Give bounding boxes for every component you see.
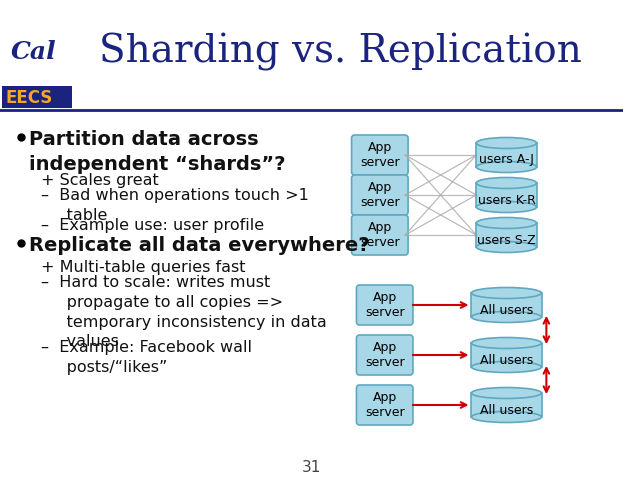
FancyBboxPatch shape [2, 86, 72, 108]
FancyBboxPatch shape [356, 385, 413, 425]
Text: App
server: App server [365, 391, 404, 420]
FancyBboxPatch shape [351, 215, 408, 255]
Text: Partition data across
independent “shards”?: Partition data across independent “shard… [29, 130, 285, 174]
FancyBboxPatch shape [356, 285, 413, 325]
Ellipse shape [476, 178, 536, 189]
Text: EECS: EECS [6, 89, 53, 107]
Ellipse shape [476, 137, 536, 148]
Text: App
server: App server [360, 180, 399, 209]
Text: All users: All users [480, 303, 533, 316]
Text: App
server: App server [360, 220, 399, 250]
Ellipse shape [472, 288, 541, 299]
Text: Sharding vs. Replication: Sharding vs. Replication [99, 33, 582, 71]
Ellipse shape [472, 361, 541, 372]
Text: Cal: Cal [12, 40, 57, 64]
Text: All users: All users [480, 404, 533, 417]
Text: 31: 31 [302, 460, 321, 476]
Text: App
server: App server [360, 141, 399, 169]
FancyBboxPatch shape [472, 293, 541, 317]
Text: App
server: App server [365, 340, 404, 370]
Text: –  Example: Facebook wall
     posts/“likes”: – Example: Facebook wall posts/“likes” [41, 340, 252, 375]
Ellipse shape [476, 241, 536, 252]
Text: App
server: App server [365, 290, 404, 320]
Text: users K-R: users K-R [477, 193, 536, 206]
FancyBboxPatch shape [356, 335, 413, 375]
Ellipse shape [472, 312, 541, 323]
Ellipse shape [476, 217, 536, 228]
Text: + Multi-table queries fast: + Multi-table queries fast [41, 260, 245, 275]
FancyBboxPatch shape [351, 175, 408, 215]
Text: Replicate all data everywhere?: Replicate all data everywhere? [29, 236, 370, 255]
FancyBboxPatch shape [476, 183, 536, 207]
Ellipse shape [476, 161, 536, 172]
Text: All users: All users [480, 353, 533, 367]
Text: users A-J: users A-J [479, 154, 534, 167]
FancyBboxPatch shape [476, 223, 536, 247]
Text: –  Example use: user profile: – Example use: user profile [41, 218, 264, 233]
Ellipse shape [476, 202, 536, 213]
Text: –  Bad when operations touch >1
     table: – Bad when operations touch >1 table [41, 188, 308, 223]
FancyBboxPatch shape [476, 143, 536, 167]
Ellipse shape [472, 337, 541, 348]
FancyBboxPatch shape [472, 393, 541, 417]
Ellipse shape [472, 387, 541, 398]
Ellipse shape [472, 411, 541, 422]
Text: users S-Z: users S-Z [477, 233, 536, 247]
FancyBboxPatch shape [351, 135, 408, 175]
FancyBboxPatch shape [472, 343, 541, 367]
Text: + Scales great: + Scales great [41, 173, 159, 188]
Text: –  Hard to scale: writes must
     propagate to all copies =>
     temporary inc: – Hard to scale: writes must propagate t… [41, 275, 326, 349]
